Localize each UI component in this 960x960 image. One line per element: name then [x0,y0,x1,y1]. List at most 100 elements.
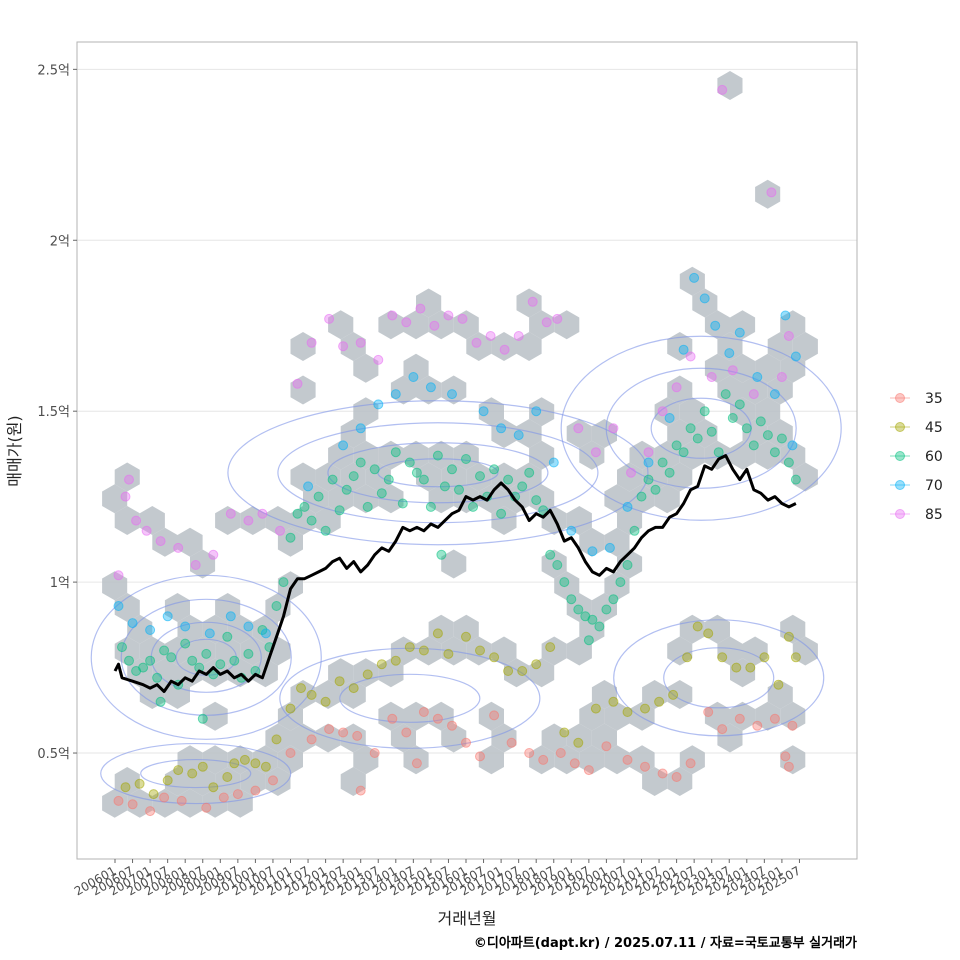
hexbin-cell [353,353,379,383]
data-point [727,365,738,376]
data-point [285,703,296,714]
data-point [432,628,443,639]
hexbin-cell [265,767,291,796]
data-point [201,648,212,659]
density-contour [279,647,541,749]
data-point [334,676,345,687]
data-point [159,792,170,803]
data-point [373,399,384,410]
legend-item-70: 70 [890,478,943,494]
hexbin-cell [416,288,442,318]
data-point [559,577,570,588]
hexbin-cell [767,375,793,405]
legend-label: 35 [925,391,943,407]
data-point [759,652,770,663]
data-point [239,754,250,765]
data-point [348,471,359,482]
data-point [583,635,594,646]
hexbin-cell [554,310,580,340]
data-point [271,734,282,745]
data-point [734,399,745,410]
data-point [138,662,149,673]
hexbin-cell [453,310,479,340]
caption: ©디아파트(dapt.kr) / 2025.07.11 / 자료=국토교통부 실… [474,935,857,951]
hexbin-cell [290,506,316,535]
data-point [113,570,124,581]
data-point [166,652,177,663]
data-point [187,768,198,779]
data-point [411,467,422,478]
hexbin-cell [403,310,429,340]
data-point [299,501,310,512]
scatter-points [113,84,801,817]
data-point [654,696,665,707]
data-point [271,601,282,611]
data-point [590,447,601,458]
data-point [173,542,184,553]
data-point [324,313,335,324]
data-point [390,447,401,458]
hexbin-cell [529,484,555,514]
data-point [113,795,124,806]
hexbin-cell [780,440,806,470]
data-point [306,337,317,348]
hexbin-cell [629,745,655,775]
data-point [769,713,780,724]
hexbin-cell [780,701,806,731]
data-point [573,737,584,748]
hexbin-cell [365,462,391,492]
hexbin-cell [491,636,517,666]
data-point [145,625,156,635]
hexbin-cell [265,506,291,535]
data-point [692,621,703,632]
data-point [208,782,219,793]
data-point [643,474,654,485]
data-point [404,642,415,653]
data-point [327,474,338,485]
hexbin-cell [591,680,617,709]
data-point [415,303,426,314]
data-point [699,406,710,417]
data-point [657,768,668,779]
hexbin-cell [177,527,203,557]
data-point [320,696,331,707]
data-point [162,611,173,622]
data-point [703,628,714,639]
trend-line [113,454,797,693]
hexbin-cell [780,614,806,644]
legend-item-35: 35 [890,391,943,407]
data-point [475,751,485,762]
data-point [475,471,485,482]
density-contour [90,574,322,740]
data-point [622,754,633,765]
hexbin-cell [478,745,504,775]
density-contour [613,619,825,737]
data-point [692,433,703,444]
data-point [499,344,510,355]
data-point [734,327,745,338]
hexbin-cell [353,658,379,688]
data-point [622,501,633,512]
hexbin-cell [114,462,140,492]
data-point [566,525,577,536]
data-point [573,423,584,434]
data-point [292,508,303,519]
density-contour [605,367,797,489]
hexbin-cell [654,440,680,470]
data-point [538,754,549,765]
data-point [461,737,471,748]
data-point [783,631,794,642]
data-point [762,430,773,441]
data-point [489,652,500,663]
hexbin-cell [478,701,504,731]
data-point [713,447,724,458]
data-point [622,560,633,570]
hexbin-cell [114,506,140,535]
data-point [471,337,482,348]
hexbin-cell [403,353,429,383]
hexbin-cell [516,419,542,448]
data-point [478,406,489,417]
hexbin-cell [667,375,693,405]
hexbin-cell [780,745,806,775]
